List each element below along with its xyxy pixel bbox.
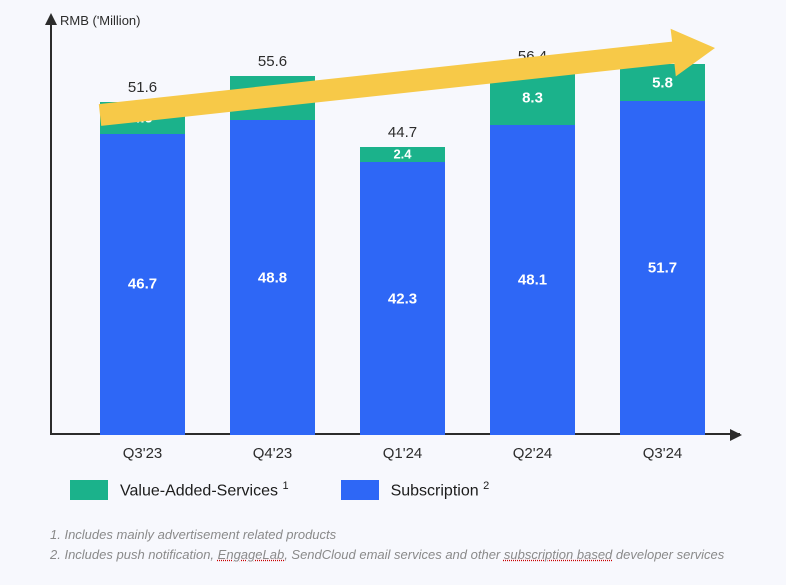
legend-swatch-vas [70,480,108,500]
legend-label-subscription: Subscription 2 [391,480,490,500]
bar-group: 51.64.946.7Q3'23 [100,102,185,435]
bar-value-subscription: 48.1 [490,271,575,288]
bar-segment-subscription: 46.7 [100,134,185,435]
bar-value-vas: 5.8 [620,74,705,91]
y-axis-label: RMB ('Million) [60,13,140,28]
footnote-2: 2. Includes push notification, EngageLab… [50,545,724,565]
footnotes: 1. Includes mainly advertisement related… [50,525,724,564]
bar-segment-subscription: 42.3 [360,162,445,435]
plot-area: 51.64.946.7Q3'2355.66.848.8Q4'2344.72.44… [50,35,740,435]
bar-total-label: 56.4 [490,48,575,71]
bar-total-label: 51.6 [100,79,185,102]
bar-group: 44.72.442.3Q1'24 [360,147,445,435]
bar-segment-subscription: 51.7 [620,101,705,435]
bar-value-subscription: 46.7 [100,276,185,293]
bar-group: 57.55.851.7Q3'24 [620,64,705,435]
category-label: Q3'24 [603,435,722,462]
footnote-link-engagelab: EngageLab [218,547,285,562]
bar-group: 55.66.848.8Q4'23 [230,76,315,435]
bar-total-label: 55.6 [230,53,315,76]
footnote-1: 1. Includes mainly advertisement related… [50,525,724,545]
bar-segment-subscription: 48.1 [490,125,575,435]
category-label: Q4'23 [213,435,332,462]
bar-value-subscription: 51.7 [620,260,705,277]
bar-value-vas: 4.9 [100,109,185,126]
bar-segment-vas: 4.9 [100,102,185,134]
chart-area: RMB ('Million) 51.6 4.9 46.7 Q3'23 55.6 6.8 48… [50,15,740,465]
legend: Value-Added-Services 1 Subscription 2 [70,480,529,500]
category-label: Q1'24 [343,435,462,462]
bar-total-label: 44.7 [360,124,445,147]
legend-label-vas: Value-Added-Services 1 [120,480,289,500]
bar-segment-vas: 6.8 [230,76,315,120]
footnote-link-subscription-based: subscription based [504,547,612,562]
bar-segment-subscription: 48.8 [230,120,315,435]
legend-swatch-subscription [341,480,379,500]
bar-segment-vas: 2.4 [360,147,445,162]
bar-segment-vas: 8.3 [490,71,575,125]
bar-value-subscription: 48.8 [230,269,315,286]
bar-value-vas: 8.3 [490,89,575,106]
category-label: Q3'23 [83,435,202,462]
bar-segment-vas: 5.8 [620,64,705,101]
bar-group: 56.48.348.1Q2'24 [490,71,575,435]
y-axis-arrowhead [45,13,57,25]
category-label: Q2'24 [473,435,592,462]
bar-value-vas: 2.4 [360,147,445,162]
bar-value-vas: 6.8 [230,90,315,107]
bar-total-label: 57.5 [620,41,705,64]
bar-value-subscription: 42.3 [360,290,445,307]
